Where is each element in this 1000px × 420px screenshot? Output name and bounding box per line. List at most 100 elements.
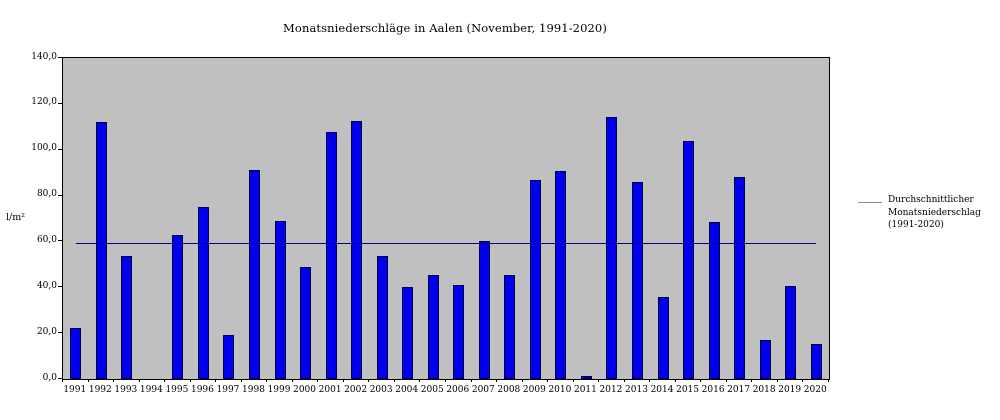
x-tick-mark	[828, 379, 829, 382]
bar-1993	[121, 255, 133, 379]
y-tick-mark	[58, 148, 62, 150]
bar-1996	[197, 206, 209, 379]
bar-1995	[172, 234, 184, 379]
bar-2001	[325, 132, 337, 379]
bar-2006	[453, 285, 465, 379]
y-tick-label-140,0: 140,0	[31, 51, 57, 62]
x-tick-label-1992: 1992	[88, 385, 112, 395]
legend-label-line2: Monatsniederschlag	[888, 207, 981, 218]
bar-2000	[300, 267, 312, 379]
legend-label: Durchschnittlicher Monatsniederschlag (1…	[888, 194, 981, 232]
average-line	[75, 242, 817, 244]
x-tick-mark	[700, 379, 702, 382]
bar-2002	[351, 121, 363, 379]
x-tick-mark	[189, 379, 191, 382]
x-tick-mark	[368, 379, 370, 382]
bar-2004	[402, 286, 414, 379]
bar-2014	[657, 297, 669, 379]
bar-2013	[632, 181, 643, 379]
y-tick-mark	[58, 240, 62, 242]
bar-2017	[734, 176, 746, 379]
y-axis-unit-label: l/m²	[6, 212, 26, 223]
y-tick-mark	[58, 102, 62, 104]
x-tick-label-2012: 2012	[599, 385, 623, 395]
bar-1992	[95, 122, 107, 379]
x-tick-mark	[317, 379, 319, 382]
x-tick-label-1996: 1996	[190, 385, 214, 395]
x-tick-label-2011: 2011	[573, 385, 597, 395]
x-tick-label-2004: 2004	[395, 385, 419, 395]
y-tick-mark	[58, 332, 62, 334]
x-tick-mark	[393, 379, 395, 382]
x-tick-mark	[547, 379, 549, 382]
x-tick-label-2016: 2016	[701, 385, 725, 395]
bar-2016	[708, 222, 720, 379]
bar-2019	[785, 286, 797, 379]
bar-2015	[683, 141, 695, 379]
bar-2007	[478, 240, 490, 379]
x-tick-label-2007: 2007	[471, 385, 495, 395]
x-tick-mark	[164, 379, 166, 382]
plot-area	[62, 57, 830, 380]
x-tick-label-1998: 1998	[242, 385, 265, 395]
x-tick-mark	[572, 379, 574, 382]
x-tick-label-2020: 2020	[803, 385, 827, 395]
x-tick-label-2002: 2002	[344, 385, 368, 395]
x-tick-mark	[342, 379, 344, 382]
x-tick-label-2005: 2005	[420, 385, 444, 395]
legend-label-line3: (1991-2020)	[888, 220, 944, 230]
x-tick-mark	[113, 379, 115, 382]
x-tick-label-2009: 2009	[522, 385, 546, 395]
y-tick-label-80,0: 80,0	[36, 189, 57, 200]
x-tick-label-2000: 2000	[293, 385, 317, 395]
x-tick-label-2017: 2017	[727, 385, 751, 395]
average-line-legend-marker-icon	[858, 202, 882, 203]
x-tick-mark	[802, 379, 804, 382]
bar-1991	[70, 327, 82, 379]
bar-1998	[249, 170, 260, 379]
bar-2003	[376, 255, 388, 379]
x-tick-mark	[215, 379, 217, 382]
x-tick-label-2015: 2015	[676, 385, 700, 395]
x-tick-mark	[266, 379, 268, 382]
x-tick-mark	[87, 379, 89, 382]
x-tick-mark	[751, 379, 753, 382]
x-tick-mark	[521, 379, 523, 382]
bar-2005	[427, 274, 439, 379]
x-tick-label-1993: 1993	[114, 385, 138, 395]
x-tick-label-2014: 2014	[650, 385, 674, 395]
chart-title: Monatsniederschläge in Aalen (November, …	[283, 21, 607, 35]
y-tick-label-0,0: 0,0	[42, 372, 57, 383]
x-tick-label-2008: 2008	[497, 385, 521, 395]
x-tick-label-2006: 2006	[446, 385, 470, 395]
x-tick-mark	[496, 379, 498, 382]
y-tick-label-40,0: 40,0	[36, 280, 57, 291]
y-tick-mark	[58, 194, 62, 196]
x-tick-label-1995: 1995	[165, 385, 189, 395]
bar-1999	[274, 221, 286, 379]
x-tick-mark	[674, 379, 676, 382]
legend-label-line1: Durchschnittlicher	[888, 195, 974, 205]
x-tick-mark	[62, 379, 63, 382]
x-tick-mark	[649, 379, 651, 382]
x-tick-mark	[725, 379, 727, 382]
y-tick-mark	[58, 378, 62, 379]
bar-2008	[504, 274, 516, 379]
x-tick-mark	[470, 379, 472, 382]
bar-2018	[759, 340, 771, 379]
x-tick-label-1997: 1997	[216, 385, 240, 395]
x-tick-label-1991: 1991	[63, 385, 87, 395]
x-tick-label-1994: 1994	[139, 385, 163, 395]
y-tick-label-120,0: 120,0	[31, 97, 57, 108]
y-tick-label-60,0: 60,0	[36, 234, 57, 245]
x-tick-mark	[419, 379, 421, 382]
x-tick-label-2019: 2019	[778, 385, 802, 395]
y-tick-mark	[58, 286, 62, 288]
x-tick-mark	[138, 379, 140, 382]
y-tick-label-20,0: 20,0	[36, 326, 57, 337]
x-tick-label-2010: 2010	[548, 385, 572, 395]
bar-2012	[606, 117, 618, 379]
x-tick-label-2013: 2013	[625, 385, 648, 395]
x-tick-mark	[623, 379, 625, 382]
